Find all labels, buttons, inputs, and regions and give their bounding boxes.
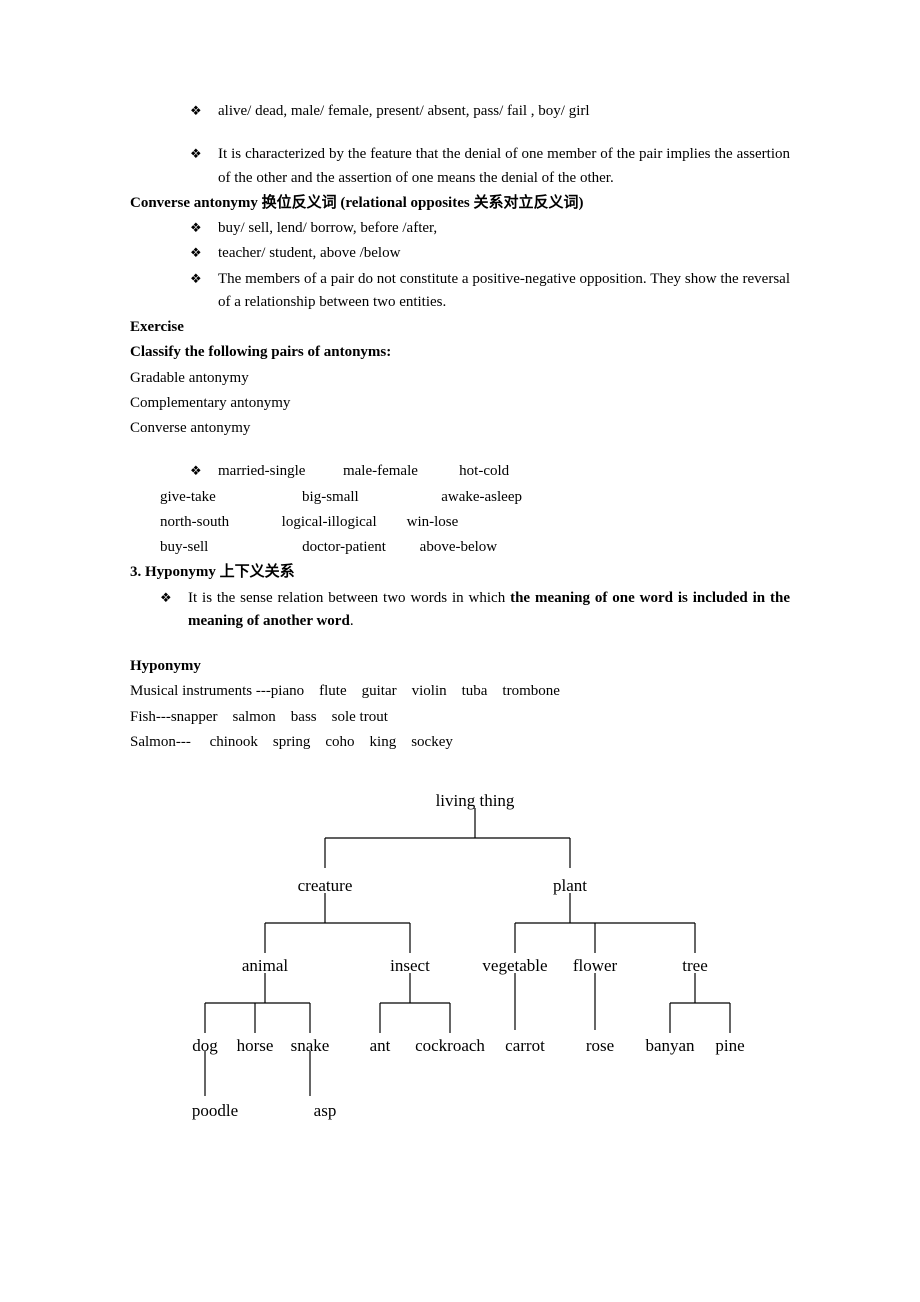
- hyponymy-line: Salmon--- chinook spring coho king socke…: [130, 731, 790, 754]
- tree-node-plant: plant: [553, 873, 587, 899]
- tree-connectors: [175, 778, 745, 1118]
- tree-node-banyan: banyan: [645, 1033, 694, 1059]
- bullet-item: ❖ teacher/ student, above /below: [190, 242, 790, 265]
- spacer: [130, 442, 790, 460]
- bullet-text: buy/ sell, lend/ borrow, before /after,: [218, 217, 790, 240]
- bullet-text: teacher/ student, above /below: [218, 242, 790, 265]
- spacer: [130, 125, 790, 143]
- bullet-item: ❖ married-single male-female hot-cold: [190, 460, 790, 483]
- hyponymy-line: Musical instruments ---piano flute guita…: [130, 680, 790, 703]
- tree-node-insect: insect: [390, 953, 430, 979]
- exercise-row: north-south logical-illogical win-lose: [160, 511, 790, 534]
- diamond-bullet-icon: ❖: [190, 242, 218, 265]
- hyponymy-definition: It is the sense relation between two wor…: [188, 587, 790, 634]
- exercise-subheading: Classify the following pairs of antonyms…: [130, 341, 790, 364]
- diamond-bullet-icon: ❖: [190, 460, 218, 483]
- tree-node-snake: snake: [291, 1033, 330, 1059]
- diamond-bullet-icon: ❖: [190, 100, 218, 123]
- tree-diagram-container: living thing creature plant animal insect veg…: [130, 778, 790, 1118]
- tree-diagram: living thing creature plant animal insect veg…: [175, 778, 745, 1118]
- tree-node-living: living thing: [436, 788, 515, 814]
- tree-node-pine: pine: [715, 1033, 744, 1059]
- exercise-line: Complementary antonymy: [130, 392, 790, 415]
- tree-node-carrot: carrot: [505, 1033, 545, 1059]
- tree-node-asp: asp: [314, 1098, 337, 1124]
- bullet-item: ❖ alive/ dead, male/ female, present/ ab…: [190, 100, 790, 123]
- exercise-row: married-single male-female hot-cold: [218, 460, 790, 483]
- def-suffix: .: [350, 613, 354, 629]
- hyponymy-heading: 3. Hyponymy 上下义关系: [130, 561, 790, 584]
- tree-node-horse: horse: [237, 1033, 274, 1059]
- tree-node-rose: rose: [586, 1033, 614, 1059]
- bullet-item: ❖ It is the sense relation between two w…: [160, 587, 790, 634]
- def-prefix: It is the sense relation between two wor…: [188, 590, 510, 606]
- hyponymy-line: Fish---snapper salmon bass sole trout: [130, 706, 790, 729]
- exercise-line: Gradable antonymy: [130, 367, 790, 390]
- tree-node-animal: animal: [242, 953, 288, 979]
- tree-node-dog: dog: [192, 1033, 218, 1059]
- tree-node-ant: ant: [370, 1033, 391, 1059]
- tree-node-tree: tree: [682, 953, 707, 979]
- spacer: [130, 635, 790, 653]
- exercise-row: give-take big-small awake-asleep: [160, 486, 790, 509]
- diamond-bullet-icon: ❖: [190, 217, 218, 240]
- bullet-item: ❖ It is characterized by the feature tha…: [190, 143, 790, 190]
- bullet-text: It is characterized by the feature that …: [218, 143, 790, 190]
- diamond-bullet-icon: ❖: [160, 587, 188, 634]
- document-page: ❖ alive/ dead, male/ female, present/ ab…: [0, 0, 920, 1178]
- bullet-item: ❖ The members of a pair do not constitut…: [190, 268, 790, 315]
- bullet-text: alive/ dead, male/ female, present/ abse…: [218, 100, 790, 123]
- tree-node-vegetable: vegetable: [482, 953, 547, 979]
- converse-heading: Converse antonymy 换位反义词 (relational oppo…: [130, 192, 790, 215]
- tree-node-poodle: poodle: [192, 1098, 238, 1124]
- diamond-bullet-icon: ❖: [190, 143, 218, 190]
- exercise-heading: Exercise: [130, 316, 790, 339]
- exercise-row: buy-sell doctor-patient above-below: [160, 536, 790, 559]
- tree-node-cockroach: cockroach: [415, 1033, 485, 1059]
- tree-node-flower: flower: [573, 953, 617, 979]
- tree-node-creature: creature: [298, 873, 353, 899]
- bullet-item: ❖ buy/ sell, lend/ borrow, before /after…: [190, 217, 790, 240]
- exercise-line: Converse antonymy: [130, 417, 790, 440]
- bullet-text: The members of a pair do not constitute …: [218, 268, 790, 315]
- hyponymy-subheading: Hyponymy: [130, 655, 790, 678]
- diamond-bullet-icon: ❖: [190, 268, 218, 315]
